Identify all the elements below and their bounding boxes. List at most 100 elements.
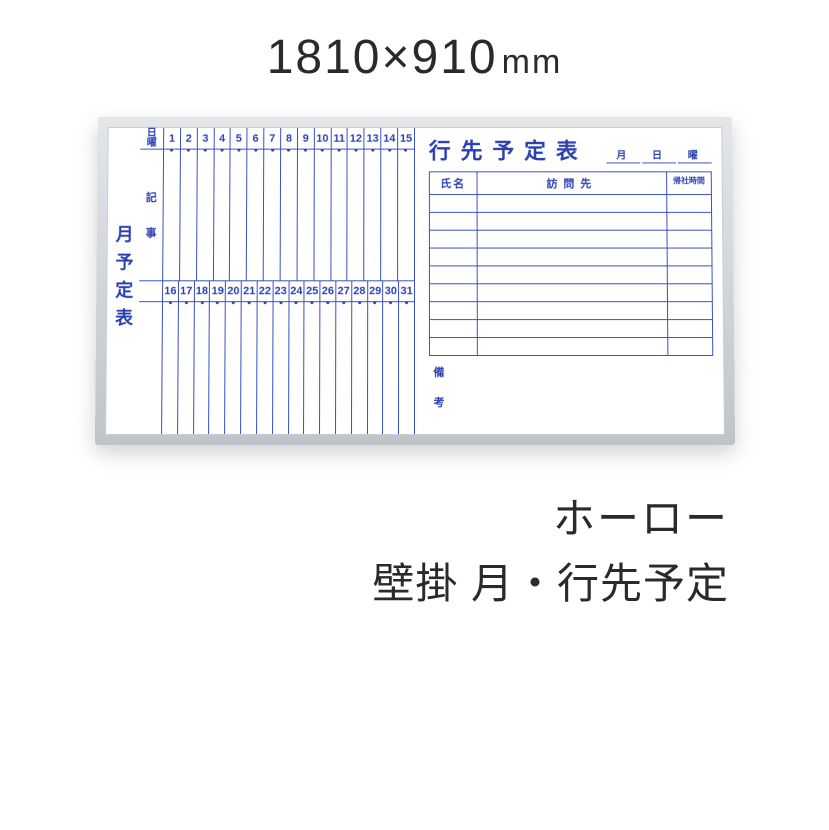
day-head: 3 bbox=[197, 128, 214, 150]
day-column bbox=[193, 302, 210, 434]
day-head: 9 bbox=[297, 128, 314, 150]
day-column bbox=[213, 150, 230, 281]
day-column bbox=[347, 150, 364, 281]
days-header-16-31: 16171819202122232425262728293031 bbox=[139, 280, 415, 302]
day-head: 14 bbox=[381, 128, 398, 150]
destination-row bbox=[429, 338, 711, 356]
day-head: 27 bbox=[336, 280, 352, 302]
destination-title: 行先予定表 bbox=[428, 134, 587, 166]
day-head: 13 bbox=[364, 128, 381, 150]
day-head: 28 bbox=[352, 280, 368, 302]
day-column bbox=[330, 150, 347, 281]
notes-label: 備 考 bbox=[428, 362, 448, 428]
day-column bbox=[364, 150, 381, 281]
day-column bbox=[209, 302, 225, 434]
destination-table-header: 氏名 訪問先 帰社時間 bbox=[429, 172, 710, 195]
destination-table: 氏名 訪問先 帰社時間 bbox=[428, 171, 712, 356]
day-column bbox=[241, 302, 257, 434]
memo-head-1: 記 事 bbox=[139, 150, 164, 281]
destination-row bbox=[429, 231, 710, 249]
destination-row bbox=[429, 195, 710, 213]
day-column bbox=[288, 302, 304, 434]
day-head: 21 bbox=[241, 280, 257, 302]
day-head: 17 bbox=[178, 280, 194, 302]
day-head: 11 bbox=[331, 128, 348, 150]
day-column bbox=[314, 150, 331, 281]
day-column bbox=[163, 150, 181, 281]
day-head: 5 bbox=[230, 128, 247, 150]
day-head: 29 bbox=[367, 280, 383, 302]
product-captions: ホーロー 壁掛 月・行先予定 bbox=[40, 485, 789, 611]
day-head: 1 bbox=[164, 128, 181, 150]
day-head: 24 bbox=[289, 280, 305, 302]
day-head: 12 bbox=[348, 128, 365, 150]
destination-row bbox=[429, 266, 711, 284]
day-column bbox=[256, 302, 272, 434]
day-column bbox=[399, 302, 415, 434]
day-column bbox=[230, 150, 247, 281]
day-head: 4 bbox=[214, 128, 231, 150]
whiteboard-surface: 月予定表 日 曜 123456789101112131415 記 事 bbox=[105, 127, 725, 435]
dim-unit: mm bbox=[502, 43, 563, 81]
day-column bbox=[304, 302, 320, 434]
day-column bbox=[381, 150, 398, 281]
days-body-1-15: 記 事 bbox=[139, 150, 415, 281]
day-head: 22 bbox=[257, 280, 273, 302]
day-column bbox=[177, 302, 194, 434]
day-head: 15 bbox=[398, 128, 415, 150]
destination-row bbox=[429, 213, 710, 231]
days-body-16-31 bbox=[138, 302, 415, 434]
day-column bbox=[297, 150, 314, 281]
caption-material: ホーロー bbox=[40, 485, 729, 546]
day-column bbox=[398, 150, 415, 281]
destination-row bbox=[429, 302, 711, 320]
day-head: 19 bbox=[210, 280, 226, 302]
day-column bbox=[335, 302, 351, 434]
day-head: 26 bbox=[320, 280, 336, 302]
destination-row bbox=[429, 320, 711, 338]
day-head: 16 bbox=[162, 280, 178, 302]
day-head: 8 bbox=[281, 128, 298, 150]
day-column bbox=[179, 150, 197, 281]
day-column bbox=[272, 302, 288, 434]
day-column bbox=[196, 150, 214, 281]
day-head: 6 bbox=[247, 128, 264, 150]
dim-height: 910 bbox=[412, 31, 498, 84]
day-column bbox=[280, 150, 297, 281]
day-head: 25 bbox=[304, 280, 320, 302]
day-head: 2 bbox=[180, 128, 197, 150]
day-head: 7 bbox=[264, 128, 281, 150]
whiteboard-product: 月予定表 日 曜 123456789101112131415 記 事 bbox=[85, 115, 745, 445]
col-return-time: 帰社時間 bbox=[667, 172, 711, 195]
day-head: 23 bbox=[273, 280, 289, 302]
dimension-label: 1810×910mm bbox=[267, 30, 563, 85]
day-column bbox=[263, 150, 280, 281]
day-column bbox=[320, 302, 336, 434]
day-column bbox=[247, 150, 264, 281]
destination-row bbox=[429, 249, 711, 267]
day-column bbox=[162, 302, 179, 434]
day-column bbox=[367, 302, 383, 434]
dim-width: 1810 bbox=[267, 31, 382, 84]
caption-type: 壁掛 月・行先予定 bbox=[40, 550, 729, 611]
days-header-1-15: 日 曜 123456789101112131415 bbox=[140, 128, 415, 150]
whiteboard-frame: 月予定表 日 曜 123456789101112131415 記 事 bbox=[95, 117, 735, 445]
day-column bbox=[383, 302, 399, 434]
day-head: 18 bbox=[194, 280, 210, 302]
date-fields: 月 日 曜 bbox=[606, 147, 711, 164]
destination-schedule-panel: 行先予定表 月 日 曜 氏名 訪問先 帰社時間 bbox=[415, 128, 724, 434]
monthly-title: 月予定表 bbox=[106, 128, 140, 434]
monthly-grid: 日 曜 123456789101112131415 記 事 bbox=[138, 128, 415, 434]
col-name: 氏名 bbox=[429, 172, 477, 195]
day-column bbox=[225, 302, 241, 434]
day-head: 10 bbox=[314, 128, 331, 150]
day-weekday-head: 日 曜 bbox=[140, 128, 164, 150]
col-destination: 訪問先 bbox=[477, 172, 667, 195]
destination-row bbox=[429, 284, 711, 302]
day-head: 31 bbox=[399, 280, 415, 302]
notes-section: 備 考 bbox=[428, 362, 713, 428]
monthly-schedule-panel: 月予定表 日 曜 123456789101112131415 記 事 bbox=[106, 128, 415, 434]
day-column bbox=[351, 302, 367, 434]
day-head: 20 bbox=[225, 280, 241, 302]
day-head: 30 bbox=[383, 280, 399, 302]
